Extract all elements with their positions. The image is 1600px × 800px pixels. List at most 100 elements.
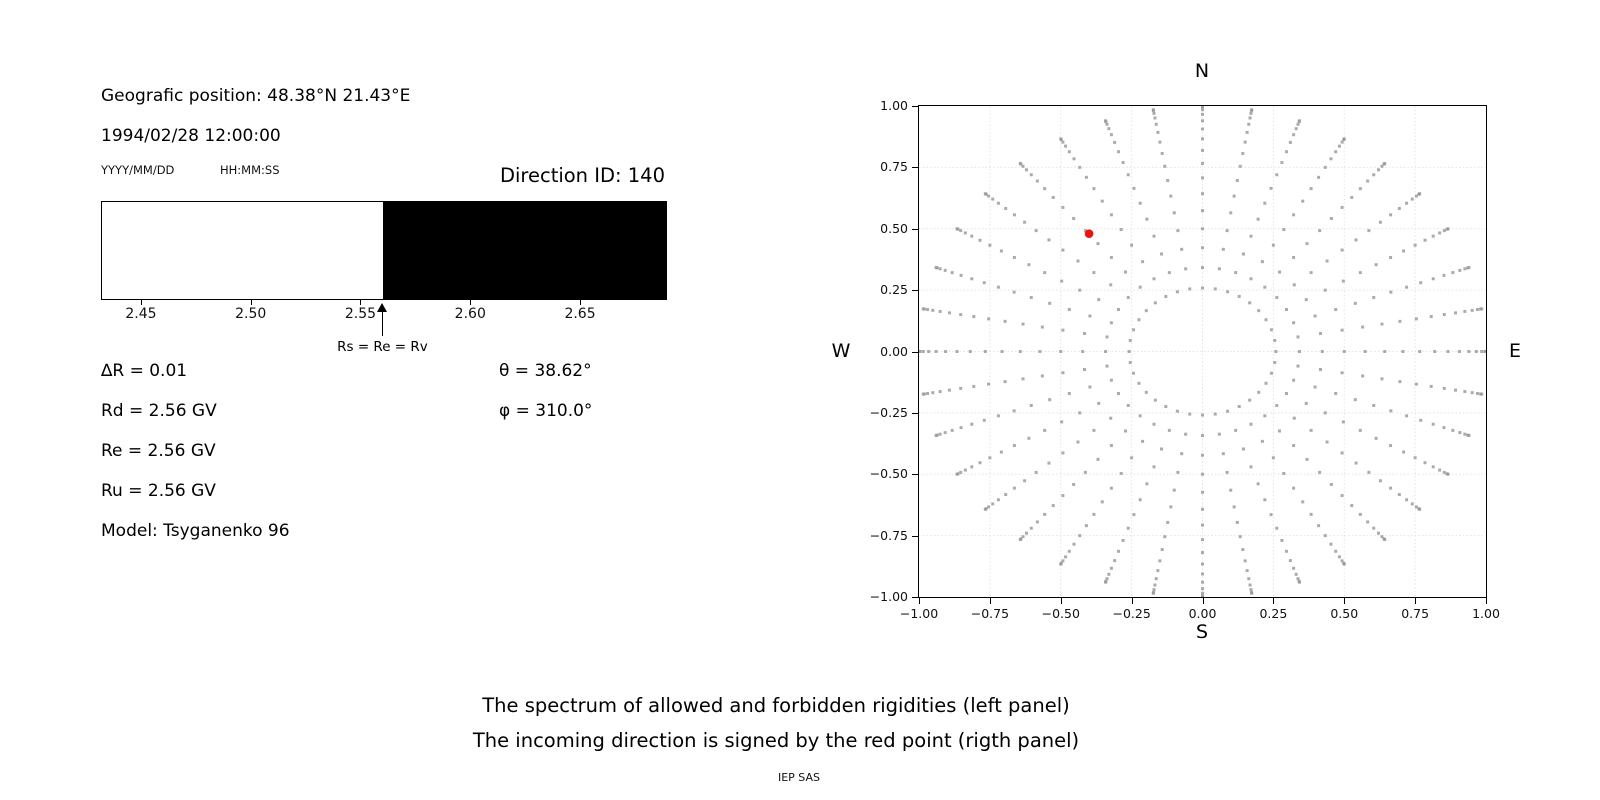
direction-grid-point <box>1100 199 1104 203</box>
direction-grid-point <box>983 350 987 353</box>
direction-grid-point <box>1047 238 1051 242</box>
direction-grid-point <box>1160 447 1164 451</box>
direction-grid-point <box>1389 444 1393 448</box>
x-tick-mark <box>1060 598 1062 604</box>
direction-grid-point <box>1021 164 1025 168</box>
direction-grid-point <box>1213 412 1217 416</box>
compass-west-label: W <box>831 340 851 362</box>
direction-grid-point <box>1225 470 1229 474</box>
direction-grid-point <box>1366 179 1370 183</box>
direction-grid-point <box>1018 350 1022 353</box>
direction-grid-point <box>1340 205 1344 209</box>
direction-grid-point <box>1398 380 1402 384</box>
direction-grid-point <box>1078 534 1082 538</box>
direction-grid-point <box>1383 350 1387 353</box>
direction-grid-point <box>1431 465 1435 469</box>
direction-grid-point <box>1024 531 1028 535</box>
direction-grid-point <box>1334 150 1338 154</box>
direction-grid-point <box>1410 197 1414 201</box>
direction-grid-point <box>1184 432 1188 436</box>
direction-grid-point <box>1128 338 1132 342</box>
direction-grid-point <box>1451 271 1455 275</box>
x-tick-label: 1.00 <box>1472 606 1500 621</box>
direction-grid-point <box>1130 456 1134 460</box>
direction-grid-point <box>1446 472 1450 476</box>
direction-grid-point <box>1292 566 1296 570</box>
direction-grid-point <box>1470 391 1474 395</box>
compass-north-label: N <box>1194 60 1210 82</box>
x-tick-mark <box>1415 598 1417 604</box>
y-tick-mark <box>912 597 918 598</box>
direction-grid-point <box>1217 267 1221 271</box>
direction-grid-point <box>1431 422 1435 426</box>
direction-grid-point <box>1021 322 1025 326</box>
direction-grid-point <box>1480 392 1484 396</box>
direction-grid-point <box>1275 173 1279 177</box>
direction-grid-point <box>1152 465 1156 469</box>
direction-grid-point <box>1374 436 1378 440</box>
direction-grid-point <box>1163 535 1167 539</box>
direction-grid-point <box>1128 361 1132 365</box>
direction-grid-point <box>1467 266 1471 270</box>
direction-grid-point <box>1201 127 1204 131</box>
direction-grid-point <box>1329 217 1333 221</box>
direction-grid-point <box>1048 301 1052 305</box>
direction-grid-point <box>1410 502 1414 506</box>
direction-grid-point <box>1341 420 1345 424</box>
direction-grid-point <box>1158 559 1162 563</box>
direction-grid-point <box>1260 439 1264 443</box>
direction-grid-point <box>1061 559 1065 563</box>
direction-grid-point <box>931 391 935 395</box>
direction-grid-point <box>978 461 982 465</box>
cutoff-arrow-head-icon <box>377 303 388 312</box>
direction-grid-point <box>1354 238 1358 242</box>
direction-grid-point <box>1475 308 1479 312</box>
direction-grid-point <box>1201 523 1204 527</box>
direction-grid-point <box>1201 119 1204 123</box>
direction-grid-point <box>1383 538 1387 542</box>
direction-grid-point <box>1271 243 1275 247</box>
direction-grid-point <box>1234 271 1238 275</box>
direction-grid-point <box>959 470 963 474</box>
geo-position-text: Geografic position: 48.38°N 21.43°E <box>101 86 411 106</box>
direction-grid-point <box>1144 309 1148 313</box>
direction-grid-point <box>947 311 951 315</box>
direction-grid-point <box>1418 507 1422 511</box>
direction-grid-point <box>1470 308 1474 312</box>
direction-grid-point <box>1323 411 1327 415</box>
direction-grid-point <box>1292 486 1296 490</box>
direction-grid-point <box>1467 350 1471 353</box>
direction-grid-point <box>1442 273 1446 277</box>
direction-grid-point <box>1292 283 1296 287</box>
direction-grid-point <box>1301 500 1305 504</box>
direction-grid-point <box>959 273 963 277</box>
x-tick-mark <box>919 598 920 604</box>
direction-grid-point <box>1126 173 1130 177</box>
direction-grid-point <box>1021 377 1025 381</box>
direction-grid-point <box>1034 470 1038 474</box>
direction-grid-point <box>983 507 987 511</box>
direction-grid-point <box>1061 494 1065 498</box>
direction-grid-point <box>1350 504 1354 508</box>
direction-grid-point <box>1012 409 1016 413</box>
y-tick-label: −0.75 <box>869 527 908 543</box>
direction-grid-point <box>1398 319 1402 323</box>
direction-grid-point <box>1413 243 1417 247</box>
direction-grid-point <box>1273 338 1277 342</box>
y-tick-label: 0.25 <box>880 282 908 298</box>
direction-grid-point <box>1438 468 1442 472</box>
direction-grid-point <box>1334 391 1338 395</box>
direction-grid-point <box>1083 229 1087 233</box>
direction-grid-point <box>1402 249 1406 253</box>
direction-grid-point <box>1248 583 1252 587</box>
direction-grid-point <box>1234 428 1238 432</box>
rigidity-spectrum-bar <box>101 201 667 300</box>
direction-grid-point <box>1076 440 1080 444</box>
direction-grid-point <box>988 456 992 460</box>
direction-grid-point <box>1119 471 1123 475</box>
direction-grid-point <box>987 382 991 386</box>
direction-grid-point <box>1232 505 1236 509</box>
direction-grid-point <box>1201 209 1204 213</box>
direction-grid-point <box>1132 513 1136 517</box>
direction-grid-point <box>1292 416 1296 420</box>
